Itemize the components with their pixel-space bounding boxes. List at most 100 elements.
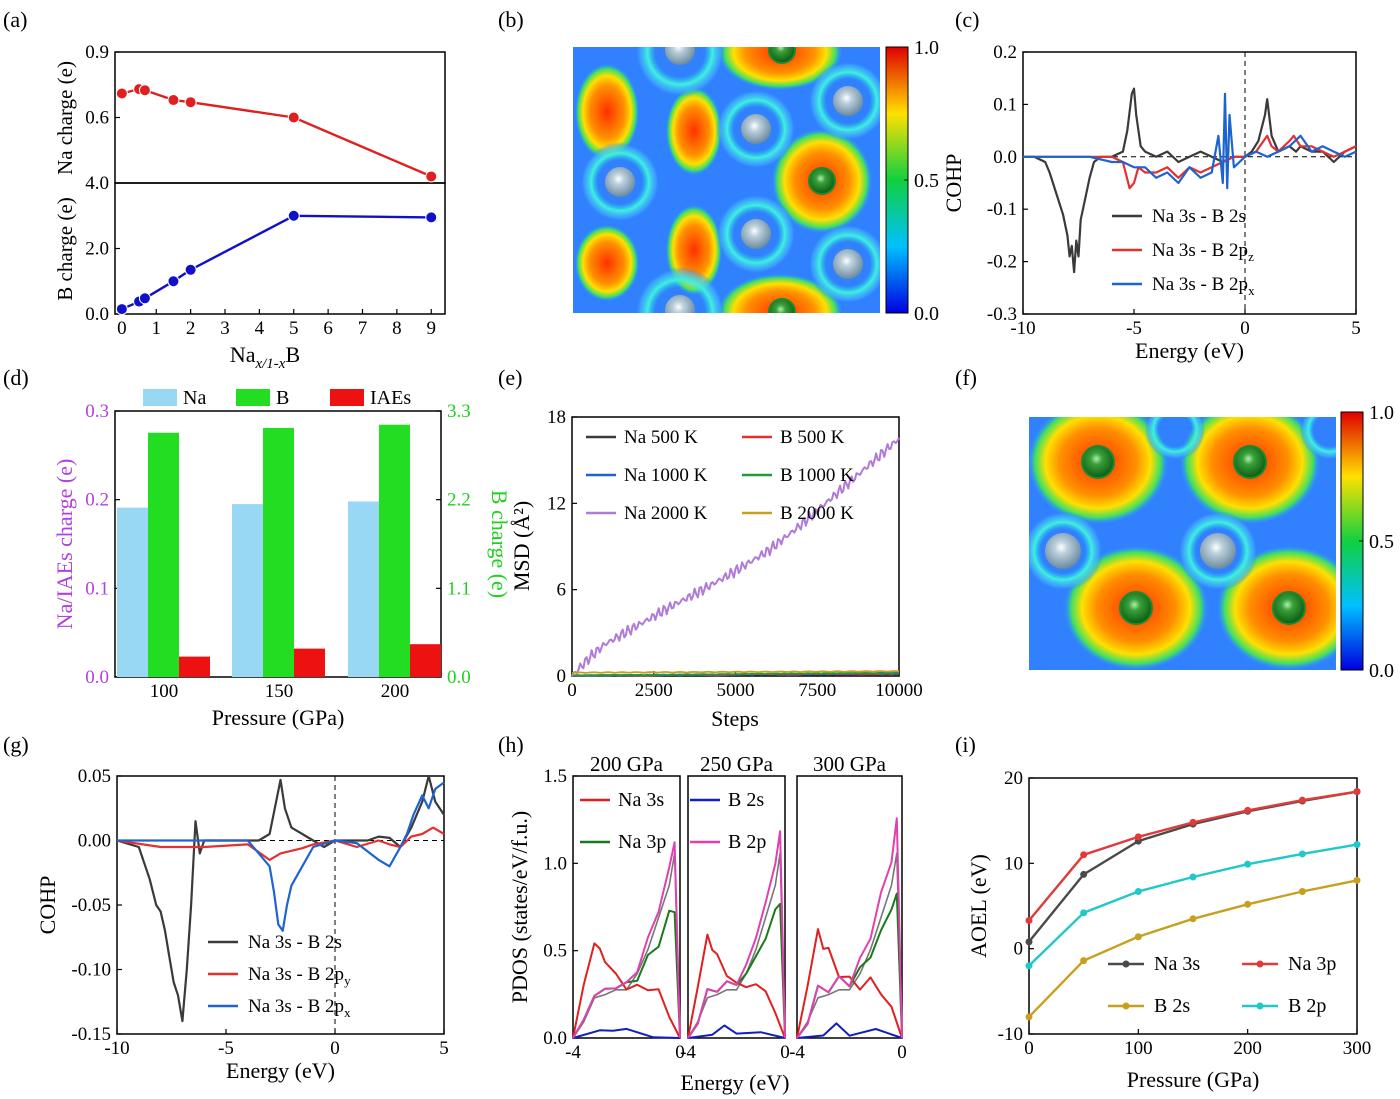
x-tick-label: -4 bbox=[565, 1042, 581, 1063]
x-tick-label: 150 bbox=[265, 681, 294, 702]
data-point bbox=[1025, 917, 1033, 925]
legend-label: Na 3p bbox=[618, 831, 666, 853]
x-tick-label: 7500 bbox=[798, 680, 836, 701]
y-tick-label: 6 bbox=[557, 580, 567, 601]
y-tick-label: 2.2 bbox=[447, 490, 471, 511]
panel-e-xlabel: Steps bbox=[711, 706, 759, 731]
y-tick-label: 20 bbox=[1004, 768, 1023, 789]
y-tick-label: -10 bbox=[998, 1024, 1023, 1045]
atom-na bbox=[1045, 533, 1081, 569]
x-tick-label: 0 bbox=[1024, 1038, 1034, 1059]
data-point bbox=[167, 94, 180, 107]
series-line bbox=[1028, 790, 1358, 922]
legend-label: Na 3s - B 2s bbox=[1152, 206, 1246, 227]
bar-iaes bbox=[179, 656, 210, 677]
legend-label: Na 1000 K bbox=[624, 465, 708, 486]
legend-label: B bbox=[276, 387, 289, 409]
legend-label: Na 3s bbox=[618, 789, 664, 811]
panel-label-g: (g) bbox=[3, 732, 29, 757]
density-ring bbox=[635, 267, 725, 313]
x-tick-label: 300 bbox=[1343, 1038, 1372, 1059]
series-line bbox=[687, 830, 786, 1039]
y-tick-label: 1.5 bbox=[543, 766, 567, 787]
density-blob bbox=[666, 87, 722, 175]
legend-label: Na 3s - B 2pz bbox=[1152, 240, 1254, 264]
x-tick-label: 4 bbox=[255, 318, 265, 339]
data-point bbox=[1189, 818, 1197, 826]
legend-label: Na 2000 K bbox=[624, 503, 708, 524]
pdos-subplot-title: 250 GPa bbox=[700, 752, 774, 776]
series-line bbox=[571, 671, 900, 677]
panel-a-bottom-frame bbox=[114, 182, 446, 315]
legend-label: B 1000 K bbox=[780, 465, 854, 486]
legend-label: IAEs bbox=[370, 387, 411, 409]
series-line bbox=[687, 933, 786, 1039]
panel-a-top-frame bbox=[114, 51, 446, 184]
plot-frame bbox=[1028, 777, 1358, 1035]
density-blob bbox=[575, 64, 639, 160]
data-point bbox=[1025, 1013, 1033, 1021]
legend-label: B 2p bbox=[1288, 995, 1326, 1017]
panel-d: 0.3 0.2 0.1 0.0 3.3 2.2 1.1 0.0 Na/IAEs charge (… bbox=[52, 387, 512, 730]
x-tick-label: -10 bbox=[104, 1038, 129, 1059]
data-point bbox=[1244, 806, 1252, 814]
data-point bbox=[1080, 851, 1088, 859]
atom-b bbox=[768, 47, 796, 64]
x-tick-label: 5 bbox=[289, 318, 299, 339]
pdos-subplot-frame bbox=[796, 775, 903, 1039]
data-point bbox=[425, 211, 438, 224]
x-tick-label: 0 bbox=[780, 1042, 790, 1063]
y-tick-label: -0.3 bbox=[987, 304, 1017, 325]
bar-b bbox=[263, 427, 294, 677]
atom-b bbox=[808, 167, 836, 195]
y-tick-label: 0.0 bbox=[447, 667, 471, 688]
panel-c: -10 -5 0 5 0.2 0.1 0.0 -0.1 -0.2 -0.3 Energy (eV) C… bbox=[941, 42, 1361, 363]
atom-b bbox=[1119, 591, 1153, 625]
y-tick-label: 0.2 bbox=[993, 42, 1017, 63]
y-tick-label: 1.0 bbox=[543, 853, 567, 874]
legend-swatch bbox=[143, 389, 177, 406]
data-point bbox=[1189, 873, 1197, 881]
y-tick-label: 4.0 bbox=[85, 173, 109, 194]
panel-f-map bbox=[1029, 417, 1336, 670]
panel-label-h: (h) bbox=[498, 732, 524, 757]
atom-na bbox=[605, 167, 635, 197]
x-tick-label: 9 bbox=[427, 318, 437, 339]
x-tick-label: -5 bbox=[1126, 318, 1142, 339]
panel-g: -10 -5 0 5 0.05 0.00 -0.05 -0.10 -0.15 Energy (eV… bbox=[35, 766, 449, 1083]
x-tick-label: -5 bbox=[218, 1038, 234, 1059]
colorbar-label: 0.0 bbox=[914, 303, 939, 325]
colorbar-label: 1.0 bbox=[1369, 402, 1394, 424]
x-tick-label: 0 bbox=[330, 1038, 340, 1059]
x-tick-label: 100 bbox=[150, 681, 179, 702]
series-line bbox=[796, 928, 903, 1039]
data-point bbox=[167, 275, 180, 288]
data-point bbox=[425, 170, 438, 183]
y-tick-label: 0.00 bbox=[78, 831, 111, 852]
panel-label-e: (e) bbox=[498, 365, 522, 390]
panel-e: 0 2500 5000 7500 10000 18 12 6 0 Steps MSD (Å²) Na … bbox=[509, 407, 923, 731]
x-tick-label: 0 bbox=[117, 318, 127, 339]
y-tick-label: 0.5 bbox=[543, 941, 567, 962]
y-tick-label: 0.3 bbox=[85, 401, 109, 422]
series-line bbox=[116, 774, 445, 1023]
panel-label-a: (a) bbox=[3, 7, 27, 32]
panel-a: 0.9 0.6 4.0 2.0 0.0 0 1 2 3 4 5 6 7 8 9 Na charge (e) B … bbox=[53, 42, 446, 372]
series-line bbox=[796, 852, 903, 1039]
density-ring bbox=[1300, 417, 1336, 460]
panel-c-xlabel: Energy (eV) bbox=[1135, 338, 1244, 363]
legend-label: Na 3s - B 2py bbox=[248, 964, 351, 988]
atom-na bbox=[665, 295, 695, 313]
series-line bbox=[572, 1027, 681, 1039]
x-tick-label: 0 bbox=[675, 1042, 685, 1063]
x-tick-label: 7 bbox=[358, 318, 368, 339]
density-blob bbox=[718, 274, 842, 313]
atom-na bbox=[1200, 533, 1236, 569]
bar-b bbox=[379, 424, 410, 677]
atom-b bbox=[1233, 445, 1267, 479]
data-point bbox=[138, 292, 151, 305]
atom-na bbox=[665, 47, 695, 65]
pdos-subplot-frame bbox=[572, 775, 681, 1039]
y-tick-label: -0.1 bbox=[987, 199, 1017, 220]
